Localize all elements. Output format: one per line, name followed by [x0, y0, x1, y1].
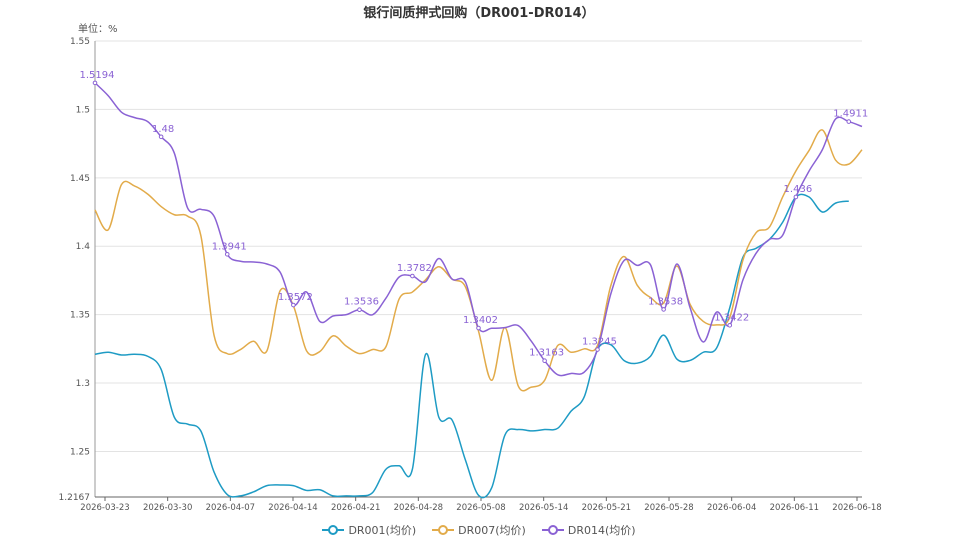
data-label: 1.48	[152, 124, 174, 135]
data-label: 1.3245	[582, 337, 617, 348]
y-tick-label: 1.45	[70, 174, 90, 184]
y-tick-label: 1.55	[70, 37, 90, 47]
series-line-DR001(均价)	[94, 193, 849, 499]
data-label: 1.3402	[463, 315, 498, 326]
legend-swatch-dr007	[432, 525, 455, 535]
legend-swatch-dr001	[322, 525, 345, 535]
data-label: 1.3782	[397, 263, 432, 274]
y-tick-label: 1.25	[70, 447, 90, 457]
legend-item-dr007[interactable]: DR007(均价)	[432, 522, 526, 538]
x-tick-label: 2026-06-11	[770, 503, 819, 513]
legend-swatch-dr014	[541, 525, 564, 535]
y-tick-label: 1.2167	[59, 493, 91, 503]
legend-label-dr001: DR001(均价)	[348, 524, 417, 537]
x-tick-label: 2026-05-08	[456, 503, 505, 513]
legend-item-dr001[interactable]: DR001(均价)	[322, 522, 416, 538]
x-tick-label: 2026-06-18	[832, 503, 881, 513]
data-point	[476, 325, 481, 331]
y-tick-label: 1.3	[76, 379, 90, 389]
x-tick-label: 2026-03-23	[80, 503, 129, 513]
data-label: 1.5194	[80, 70, 115, 81]
series-lines	[94, 82, 863, 499]
legend-label-dr007: DR007(均价)	[458, 524, 526, 537]
y-tick-label: 1.35	[70, 311, 90, 321]
y-tick-label: 1.5	[76, 105, 90, 115]
data-label: 1.3941	[212, 241, 247, 252]
data-point	[595, 347, 600, 352]
data-point	[793, 194, 799, 200]
legend-label-dr014: DR014(均价)	[567, 524, 636, 537]
x-tick-label: 2026-05-28	[644, 503, 693, 513]
axes: 1.55 1.5 1.45 1.4 1.35 1.3 1.25 1.21672026-03-2…	[59, 37, 882, 513]
x-tick-label: 2026-05-14	[519, 503, 568, 513]
x-tick-label: 2026-04-28	[394, 503, 443, 513]
data-label: 1.3422	[714, 312, 749, 323]
series-line-DR007(均价)	[94, 129, 863, 392]
x-tick-label: 2026-03-30	[143, 503, 192, 513]
data-point	[357, 307, 362, 313]
data-point	[542, 358, 547, 364]
data-label: 1.3163	[529, 348, 564, 359]
x-tick-label: 2026-04-14	[268, 503, 317, 513]
data-point	[291, 302, 296, 308]
y-tick-label: 1.4	[76, 242, 91, 252]
x-tick-label: 2026-05-21	[582, 503, 631, 513]
x-tick-label: 2026-06-04	[707, 503, 756, 513]
x-tick-label: 2026-04-21	[331, 503, 380, 513]
legend: DR001(均价) DR007(均价) DR014(均价)	[0, 522, 958, 538]
data-label: 1.4911	[833, 109, 868, 120]
data-label: 1.436	[784, 184, 813, 195]
x-tick-label: 2026-04-07	[206, 503, 255, 513]
data-point	[158, 134, 164, 140]
unit-label: 单位：%	[78, 24, 118, 35]
data-label: 1.3536	[344, 297, 379, 308]
data-label: 1.3538	[648, 296, 683, 307]
chart-title: 银行间质押式回购（DR001-DR014）	[363, 6, 595, 21]
data-point	[410, 273, 415, 279]
legend-item-dr014[interactable]: DR014(均价)	[541, 522, 636, 538]
data-point	[846, 119, 852, 124]
data-point	[92, 80, 98, 86]
data-point	[224, 251, 230, 257]
data-label: 1.3572	[278, 292, 313, 303]
data-point	[727, 322, 733, 328]
data-point	[661, 307, 666, 312]
data-labels: 1.5194 1.48 1.3941 1.3572 1.3536 1.3782 1.3402…	[80, 70, 868, 364]
